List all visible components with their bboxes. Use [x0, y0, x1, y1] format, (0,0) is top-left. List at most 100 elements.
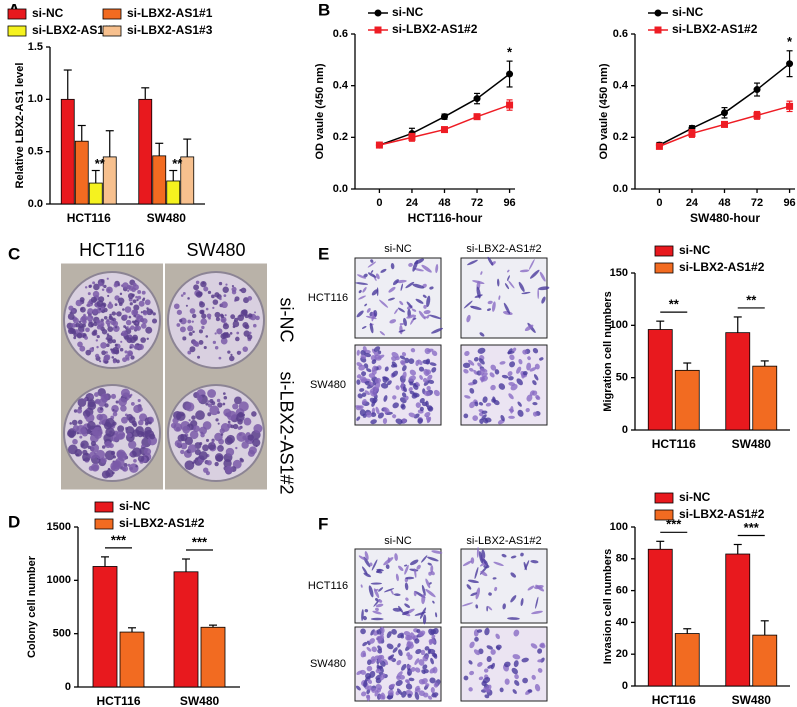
cell	[487, 300, 493, 305]
colony	[96, 324, 102, 330]
cell	[391, 370, 399, 377]
cell	[408, 262, 413, 267]
bar	[180, 156, 195, 205]
colony	[112, 347, 120, 354]
marker	[786, 102, 794, 110]
cell	[470, 557, 475, 564]
colony	[207, 389, 217, 398]
colony	[110, 393, 117, 399]
y-tick-label: 1.0	[28, 93, 43, 105]
cell	[414, 692, 420, 700]
cell	[490, 649, 496, 655]
colony	[67, 444, 78, 455]
colony	[205, 335, 209, 338]
y-tick-label: 150	[610, 267, 628, 279]
cell	[516, 366, 522, 374]
cell	[402, 371, 407, 379]
cell	[461, 602, 473, 607]
cell	[424, 348, 431, 355]
cell	[486, 606, 488, 612]
colony	[78, 322, 84, 329]
cell	[369, 638, 375, 644]
cell	[431, 550, 443, 554]
cell	[490, 364, 497, 371]
cell	[383, 588, 395, 593]
colony	[125, 319, 132, 326]
cell	[374, 377, 381, 384]
cell	[533, 585, 544, 590]
colony	[75, 322, 80, 328]
colony	[192, 340, 199, 347]
colony	[240, 458, 244, 463]
error-bar	[656, 540, 665, 550]
cell	[383, 395, 388, 402]
cell	[409, 369, 417, 376]
colony	[234, 396, 242, 405]
colony	[98, 421, 103, 425]
colony	[174, 440, 182, 448]
cell	[379, 299, 389, 308]
row-label: si-NC	[276, 298, 296, 343]
colony	[135, 464, 138, 468]
cell	[379, 673, 386, 681]
cell	[387, 297, 395, 301]
cell	[474, 636, 479, 642]
legend-label: si-LBX2-AS1#2	[672, 22, 758, 36]
colony	[112, 408, 115, 412]
colony	[109, 313, 112, 317]
row-label: HCT116	[308, 292, 348, 304]
colony	[87, 399, 96, 408]
cell	[378, 587, 384, 592]
colony	[176, 323, 181, 327]
cell	[415, 402, 421, 408]
cell	[367, 261, 377, 268]
cell	[361, 399, 367, 405]
marker	[753, 111, 761, 119]
colony	[122, 282, 129, 289]
bar	[166, 180, 181, 205]
cell	[375, 607, 379, 612]
colony	[238, 351, 242, 354]
cell	[399, 674, 405, 680]
marker	[506, 101, 514, 109]
colony	[140, 337, 147, 343]
colony	[216, 328, 223, 335]
cell	[366, 665, 373, 672]
colony	[189, 430, 199, 440]
colony	[226, 410, 237, 421]
cell	[386, 631, 392, 639]
cell	[524, 324, 534, 332]
cell	[423, 316, 427, 319]
colony	[205, 307, 209, 311]
cell	[416, 564, 421, 570]
cell	[423, 304, 427, 309]
colony	[103, 315, 108, 320]
colony	[140, 311, 143, 314]
cell	[376, 568, 384, 572]
colony	[149, 433, 156, 440]
row-label: si-LBX2-AS1#2	[276, 371, 296, 494]
colony	[69, 327, 75, 334]
colony	[132, 284, 139, 291]
cell	[424, 646, 430, 651]
cell	[359, 388, 365, 392]
colony	[82, 319, 87, 325]
colony	[234, 296, 240, 302]
colony	[193, 425, 200, 432]
cell	[363, 273, 368, 278]
cell	[504, 678, 510, 685]
cell	[503, 302, 511, 315]
cell	[463, 368, 469, 374]
cell	[406, 301, 413, 309]
dish	[167, 271, 265, 369]
colony	[128, 327, 132, 331]
colony	[214, 346, 219, 350]
cell	[527, 356, 531, 361]
cell	[421, 669, 426, 675]
cell	[415, 381, 421, 387]
cell	[494, 369, 500, 375]
colony	[79, 345, 86, 352]
colony	[217, 402, 223, 408]
colony	[205, 471, 210, 476]
